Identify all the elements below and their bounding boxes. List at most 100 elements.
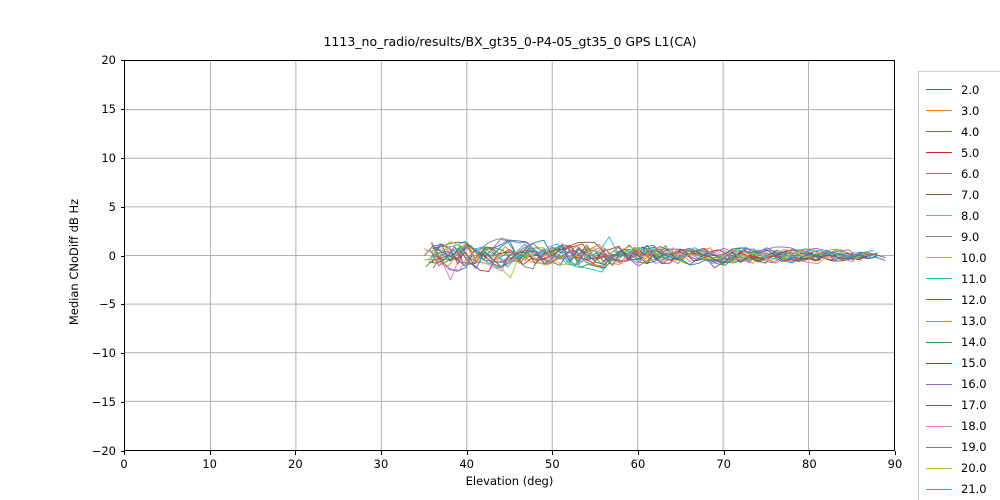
y-tick-label: 15 <box>101 101 116 116</box>
y-tick-mark <box>120 60 124 61</box>
x-tick-mark <box>809 451 811 455</box>
legend-color-swatch <box>926 446 952 448</box>
legend-label: 10.0 <box>961 250 987 265</box>
y-tick-label: −10 <box>91 346 116 361</box>
legend-label: 14.0 <box>961 335 987 350</box>
y-tick-label: −20 <box>91 444 116 458</box>
x-tick-mark <box>209 451 211 455</box>
x-tick-mark <box>381 451 382 455</box>
legend-item[interactable]: 8.0 <box>919 205 1000 226</box>
legend-item[interactable]: 7.0 <box>919 184 1000 205</box>
legend-color-swatch <box>926 467 952 469</box>
y-tick-mark <box>120 206 124 208</box>
legend-color-swatch <box>926 425 952 427</box>
y-tick-label: 5 <box>108 199 116 214</box>
plot-area <box>124 60 895 451</box>
y-tick-label: −15 <box>91 395 116 410</box>
legend-label: 12.0 <box>961 292 987 307</box>
legend-item[interactable]: 18.0 <box>919 416 1000 437</box>
x-tick-mark <box>723 451 725 455</box>
x-tick-label: 0 <box>120 457 128 471</box>
legend-item[interactable]: 6.0 <box>919 163 1000 184</box>
x-tick-mark <box>295 451 297 455</box>
y-tick-mark <box>120 157 124 159</box>
x-tick-label: 10 <box>202 457 217 471</box>
y-tick-label: −5 <box>99 297 116 312</box>
y-tick-label: 20 <box>101 53 116 67</box>
legend-item[interactable]: 14.0 <box>919 332 1000 353</box>
legend-item[interactable]: 10.0 <box>919 247 1000 268</box>
legend-item[interactable]: 16.0 <box>919 374 1000 395</box>
legend-item[interactable]: 19.0 <box>919 437 1000 458</box>
legend-color-swatch <box>926 278 952 280</box>
legend-label: 2.0 <box>961 82 980 97</box>
x-tick-mark <box>895 451 896 455</box>
y-tick-label: 10 <box>101 150 116 165</box>
legend-color-swatch <box>926 362 952 364</box>
legend-color-swatch <box>926 152 952 154</box>
x-tick-mark <box>552 451 554 455</box>
legend-label: 4.0 <box>961 124 980 139</box>
legend-label: 9.0 <box>961 229 980 244</box>
legend-label: 16.0 <box>961 377 987 392</box>
legend-color-swatch <box>926 488 952 490</box>
y-tick-label: 0 <box>108 248 116 263</box>
legend-item[interactable]: 20.0 <box>919 458 1000 479</box>
legend-color-swatch <box>926 383 952 385</box>
legend-color-swatch <box>926 194 952 196</box>
legend-item[interactable]: 17.0 <box>919 395 1000 416</box>
legend-color-swatch <box>926 299 952 301</box>
legend-item[interactable]: 3.0 <box>919 100 1000 121</box>
x-tick-label: 30 <box>373 457 389 471</box>
legend-label: 7.0 <box>961 187 980 202</box>
x-tick-label: 40 <box>459 457 474 471</box>
y-tick-mark <box>120 353 124 355</box>
legend-color-swatch <box>926 215 952 217</box>
x-tick-label: 20 <box>288 457 303 471</box>
y-axis-label: Median CNoDiff dB Hz <box>67 198 81 326</box>
legend-label: 15.0 <box>961 356 987 371</box>
y-tick-mark <box>120 304 124 306</box>
x-tick-mark <box>124 451 125 455</box>
x-axis-label: Elevation (deg) <box>465 474 554 488</box>
legend-label: 11.0 <box>961 271 987 286</box>
x-tick-label: 90 <box>887 457 903 471</box>
legend-label: 6.0 <box>961 166 980 181</box>
data-series-lines <box>424 236 886 281</box>
legend-item[interactable]: 2.0 <box>919 79 1000 100</box>
legend-label: 13.0 <box>961 314 987 329</box>
y-tick-mark <box>120 451 124 452</box>
legend-color-swatch <box>926 89 952 91</box>
x-tick-label: 80 <box>802 457 817 471</box>
legend-label: 17.0 <box>961 398 987 413</box>
y-tick-mark <box>120 108 124 110</box>
chart-title: 1113_no_radio/results/BX_gt35_0-P4-05_gt… <box>323 34 697 49</box>
legend-color-swatch <box>926 320 952 322</box>
legend-color-swatch <box>926 173 952 175</box>
legend-color-swatch <box>926 236 952 238</box>
legend-color-swatch <box>926 131 952 133</box>
legend-item[interactable]: 13.0 <box>919 311 1000 332</box>
legend-label: 8.0 <box>961 208 980 223</box>
x-tick-label: 70 <box>716 457 731 471</box>
legend-item[interactable]: 12.0 <box>919 289 1000 310</box>
legend-item[interactable]: 21.0 <box>919 479 1000 500</box>
x-tick-mark <box>638 451 639 455</box>
legend-label: 20.0 <box>961 461 987 476</box>
legend-item[interactable]: 4.0 <box>919 121 1000 142</box>
y-tick-mark <box>120 255 124 257</box>
legend-item[interactable]: 5.0 <box>919 142 1000 163</box>
legend-item[interactable]: 11.0 <box>919 268 1000 289</box>
legend-label: 3.0 <box>961 103 980 118</box>
legend-item[interactable]: 15.0 <box>919 353 1000 374</box>
legend-item[interactable]: 9.0 <box>919 226 1000 247</box>
legend-label: 19.0 <box>961 440 987 455</box>
legend-label: 21.0 <box>961 482 987 497</box>
legend: 2.0 3.0 4.0 5.0 6.0 7.0 8.0 9.0 10.0 1 <box>918 71 1000 500</box>
legend-color-swatch <box>926 257 952 259</box>
legend-color-swatch <box>926 341 952 343</box>
legend-color-swatch <box>926 110 952 112</box>
legend-label: 18.0 <box>961 419 987 434</box>
x-tick-label: 50 <box>545 457 560 471</box>
